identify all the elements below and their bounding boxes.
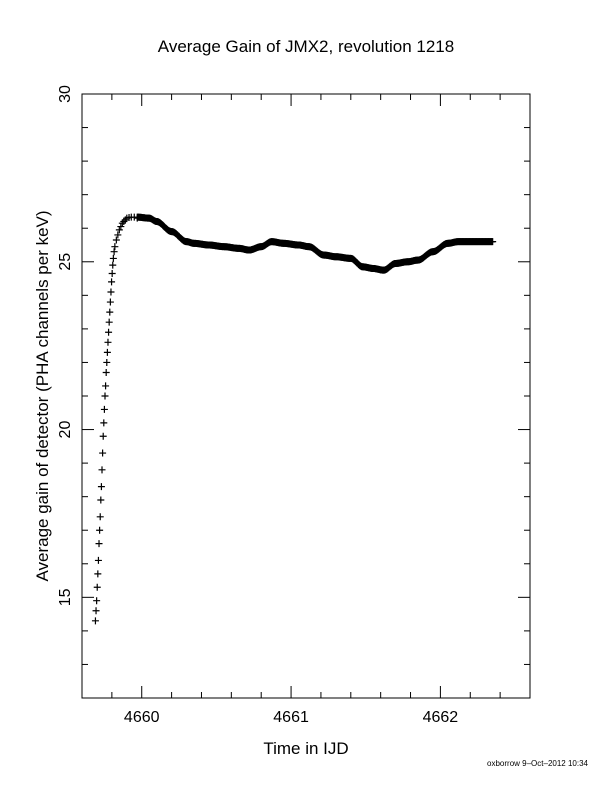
data-point bbox=[109, 261, 117, 269]
data-point bbox=[97, 483, 105, 491]
x-tick-label: 4661 bbox=[273, 709, 309, 726]
data-point bbox=[489, 238, 497, 246]
x-tick-label: 4662 bbox=[423, 709, 459, 726]
data-point bbox=[100, 405, 108, 413]
data-point bbox=[108, 270, 116, 278]
data-point bbox=[117, 223, 125, 231]
y-tick-label: 20 bbox=[57, 421, 74, 439]
y-tick-labels: 15 20 25 30 bbox=[57, 85, 74, 606]
axis-ticks bbox=[81, 93, 531, 699]
data-point bbox=[93, 597, 101, 605]
y-tick-label: 30 bbox=[57, 85, 74, 103]
data-point bbox=[110, 248, 118, 256]
data-point bbox=[103, 348, 111, 356]
data-point bbox=[101, 392, 109, 400]
y-tick-label: 15 bbox=[57, 588, 74, 606]
data-point bbox=[102, 369, 110, 377]
data-point bbox=[102, 382, 110, 390]
data-point bbox=[108, 278, 116, 286]
chart-title: Average Gain of JMX2, revolution 1218 bbox=[158, 37, 454, 56]
plot-frame bbox=[81, 93, 531, 699]
data-point bbox=[121, 216, 129, 224]
data-point bbox=[94, 556, 102, 564]
data-point bbox=[100, 419, 108, 427]
data-point bbox=[106, 298, 114, 306]
data-point bbox=[104, 338, 112, 346]
data-point bbox=[99, 449, 107, 457]
data-point bbox=[98, 466, 106, 474]
data-point bbox=[120, 218, 128, 226]
data-point bbox=[92, 607, 100, 615]
data-point bbox=[112, 236, 120, 244]
data-point bbox=[91, 617, 99, 625]
data-point bbox=[114, 231, 122, 239]
x-tick-labels: 4660 4661 4662 bbox=[124, 709, 458, 726]
data-point bbox=[95, 540, 103, 548]
data-point bbox=[96, 526, 104, 534]
footer-stamp: oxborrow 9–Oct–2012 10:34 bbox=[487, 759, 589, 768]
data-point bbox=[103, 358, 111, 366]
data-point bbox=[93, 583, 101, 591]
x-tick-label: 4660 bbox=[124, 709, 160, 726]
x-axis-label: Time in IJD bbox=[263, 739, 348, 758]
data-point bbox=[106, 308, 114, 316]
data-point bbox=[96, 513, 104, 521]
data-point bbox=[107, 288, 115, 296]
data-point bbox=[97, 496, 105, 504]
data-point bbox=[115, 226, 123, 234]
data-point bbox=[111, 243, 119, 251]
data-point bbox=[105, 328, 113, 336]
data-point bbox=[109, 254, 117, 262]
y-tick-label: 25 bbox=[57, 253, 74, 271]
data-point bbox=[105, 318, 113, 326]
y-axis-label: Average gain of detector (PHA channels p… bbox=[33, 210, 52, 581]
data-point bbox=[118, 219, 126, 227]
data-point bbox=[94, 570, 102, 578]
data-point bbox=[99, 432, 107, 440]
data-points bbox=[91, 213, 497, 625]
